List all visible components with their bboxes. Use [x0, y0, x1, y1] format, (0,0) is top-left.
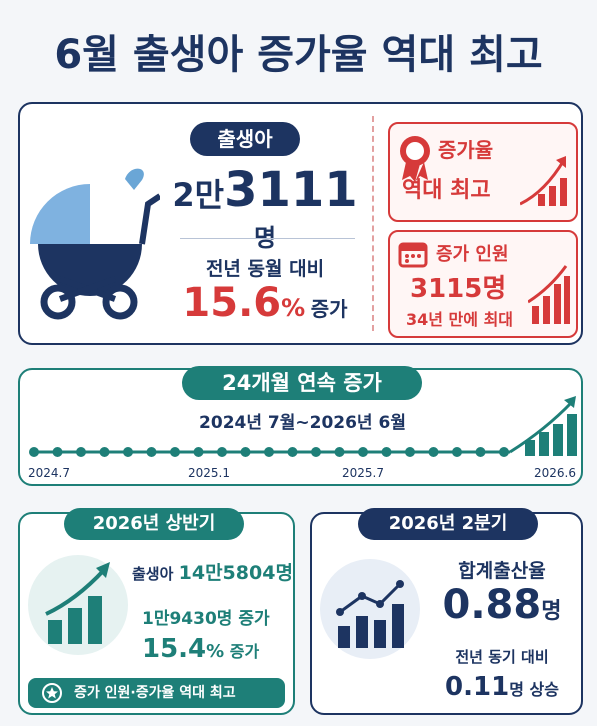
tfr: 0.88명: [422, 582, 582, 628]
increase: 1만9430명 증가: [142, 609, 270, 629]
quarter-panel: 2026년 2분기 합계출산율 0.88명 전년 동기 대비 0.11명 상승: [310, 508, 583, 715]
star-icon: [42, 683, 62, 703]
timeline-dot: [193, 447, 204, 457]
timeline-dot: [170, 447, 180, 457]
period: 2024년 7월~2026년 6월: [199, 413, 406, 433]
change-suffix: 상승: [529, 680, 559, 699]
badge: 2026년 상반기: [64, 508, 244, 540]
timeline-dot: [499, 447, 509, 457]
births: 출생아 14만5804명: [132, 558, 293, 585]
timeline-dot: [76, 447, 86, 457]
timeline-dot: [358, 447, 368, 457]
timeline-label: 2025.1: [188, 466, 230, 480]
growth-icon: [528, 265, 570, 324]
calendar-icon: [398, 242, 428, 268]
timeline-dot: [287, 447, 298, 457]
number: 3111: [224, 162, 358, 218]
timeline-dot: [334, 447, 345, 457]
timeline-dot: [123, 447, 133, 457]
compare-label: 전년 동월 대비: [205, 258, 325, 280]
timeline-dot: [405, 447, 415, 457]
note: 34년 만에 최대: [406, 310, 514, 329]
rate-unit: %: [281, 294, 306, 322]
streak-panel: 24개월 연속 증가 2024년 7월~2026년 6월 2024.7 2025…: [18, 366, 583, 486]
rate-suffix: 증가: [310, 297, 348, 321]
label: 증가 인원: [436, 244, 509, 265]
births-value: 14만5804명: [178, 562, 293, 584]
rate-unit: %: [206, 641, 225, 662]
growth-icon: [520, 156, 567, 206]
timeline-label: 2025.7: [342, 466, 384, 480]
timeline-dot: [311, 447, 321, 457]
rate: 15.6% 증가: [160, 280, 370, 326]
timeline-dot: [217, 447, 227, 457]
title: 6월 출생아 증가율 역대 최고: [54, 32, 543, 78]
record-box: 증가율 역대 최고: [388, 122, 578, 222]
footer: 증가 인원·증가율 역대 최고: [28, 678, 285, 708]
timeline-dot: [381, 447, 392, 457]
change-number: 0.11: [445, 672, 510, 702]
increase-box: 증가 인원 3115명 34년 만에 최대: [388, 230, 578, 338]
timeline-dot: [264, 447, 274, 457]
line1: 증가율: [438, 138, 494, 162]
badge: 2026년 2분기: [358, 508, 538, 540]
births-label: 출생아: [132, 565, 174, 583]
number: 3115명: [410, 274, 507, 304]
timeline-label: 2024.7: [28, 466, 70, 480]
change: 0.11명 상승: [422, 672, 582, 702]
timeline-dot: [475, 447, 486, 457]
line2: 역대 최고: [402, 178, 491, 203]
timeline-dot: [99, 447, 110, 457]
medal-icon: [400, 136, 430, 182]
change-unit: 명: [509, 680, 524, 699]
timeline-label: 2026.6: [534, 466, 576, 480]
timeline-dot: [240, 447, 251, 457]
compare-label: 전년 동기 대비: [455, 648, 549, 666]
half-year-panel: 2026년 상반기 출생아 14만5804명 1만9430명 증가 15.4% …: [18, 508, 295, 715]
timeline-dot: [52, 447, 63, 457]
monthly-panel: 출생아 2만3111명 전년 동월 대비 15.6% 증가 증가율 역대 최고 …: [18, 102, 583, 345]
rate-number: 15.4: [142, 634, 207, 664]
divider: [180, 238, 355, 239]
tfr-unit: 명: [541, 599, 562, 624]
timeline-dot: [428, 447, 439, 457]
rate: 15.4% 증가: [142, 634, 259, 664]
timeline-dot: [29, 447, 39, 457]
rate-suffix: 증가: [229, 642, 260, 661]
badge: 24개월 연속 증가: [182, 366, 422, 400]
rate-number: 15.6: [182, 280, 282, 326]
footer-text: 증가 인원·증가율 역대 최고: [74, 685, 236, 701]
births-count: 2만3111명: [170, 162, 360, 253]
badge: 출생아: [190, 122, 300, 156]
tfr-number: 0.88: [442, 582, 542, 628]
chart-icon: [320, 559, 420, 659]
prefix: 2만: [172, 176, 225, 214]
stroller-icon: [30, 168, 160, 320]
timeline: [29, 396, 577, 457]
growth-icon: [28, 555, 128, 655]
timeline-dot: [146, 447, 157, 457]
separator: [372, 116, 375, 331]
timeline-dot: [452, 447, 462, 457]
tfr-label: 합계출산율: [458, 560, 546, 582]
